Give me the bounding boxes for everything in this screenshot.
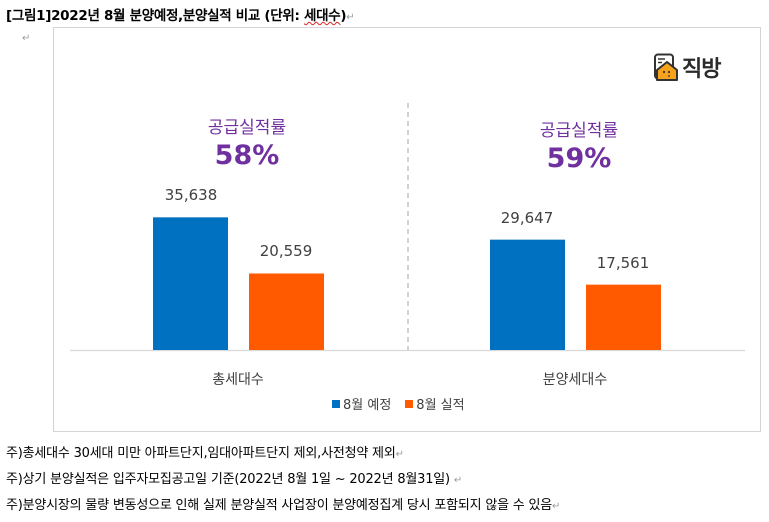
- legend-label: 8월 실적: [416, 398, 465, 413]
- bar-actual: [249, 273, 324, 350]
- x-tick-label: 총세대수: [212, 372, 264, 388]
- paragraph-mark: ↵: [346, 12, 355, 23]
- paragraph-mark: ↵: [22, 33, 31, 44]
- paragraph-mark: ↵: [395, 449, 404, 460]
- supply-rate-annotation: 공급실적률 58%: [147, 113, 347, 171]
- caption-unit: 세대수: [304, 8, 341, 24]
- bar-actual: [586, 284, 661, 350]
- chart-legend: 8월 예정 8월 실적: [332, 394, 479, 413]
- footnote-text: 주)상기 분양실적은 입주자모집공고일 기준(2022년 8월 1일 ~ 202…: [6, 472, 454, 487]
- legend-swatch: [332, 399, 340, 408]
- footnote: 주)분양시장의 물량 변동성으로 인해 실제 분양실적 사업장이 분양예정집계 …: [6, 493, 560, 519]
- legend-item-actual[interactable]: 8월 실적: [405, 394, 465, 413]
- rate-label: 공급실적률: [207, 118, 287, 138]
- data-label: 35,638: [164, 186, 218, 204]
- rate-value: 59%: [546, 143, 612, 174]
- footnote-text: 주)분양시장의 물량 변동성으로 인해 실제 분양실적 사업장이 분양예정집계 …: [6, 498, 552, 513]
- footnote-text: 주)총세대수 30세대 미만 아파트단지,임대아파트단지 제외,사전청약 제외: [6, 446, 396, 461]
- legend-label: 8월 예정: [343, 398, 392, 413]
- footnote: 주)총세대수 30세대 미만 아파트단지,임대아파트단지 제외,사전청약 제외↵: [6, 441, 560, 467]
- rate-value: 58%: [214, 140, 280, 171]
- logo-text: 직방: [682, 57, 721, 82]
- supply-rate-annotation: 공급실적률 59%: [479, 116, 679, 174]
- paragraph-mark: ↵: [453, 475, 463, 486]
- data-label: 29,647: [500, 209, 554, 227]
- footnotes: 주)총세대수 30세대 미만 아파트단지,임대아파트단지 제외,사전청약 제외↵…: [6, 441, 560, 519]
- paragraph-mark: ↵: [551, 501, 561, 512]
- legend-swatch: [405, 399, 414, 408]
- bar-planned: [490, 239, 565, 350]
- footnote: 주)상기 분양실적은 입주자모집공고일 기준(2022년 8월 1일 ~ 202…: [6, 467, 560, 493]
- data-label: 20,559: [259, 242, 313, 260]
- rate-label: 공급실적률: [539, 121, 619, 141]
- data-label: 17,561: [596, 254, 650, 272]
- bar-planned: [153, 217, 228, 350]
- x-tick-label: 분양세대수: [542, 372, 608, 388]
- caption-text: [그림1]2022년 8월 분양예정,분양실적 비교 (단위:: [6, 8, 305, 24]
- zigbang-logo: 직방: [653, 51, 721, 83]
- caption-suffix: ): [340, 8, 347, 24]
- figure-caption: [그림1]2022년 8월 분양예정,분양실적 비교 (단위: 세대수)↵: [6, 4, 355, 24]
- legend-item-planned[interactable]: 8월 예정: [332, 394, 391, 413]
- house-icon: [654, 53, 678, 81]
